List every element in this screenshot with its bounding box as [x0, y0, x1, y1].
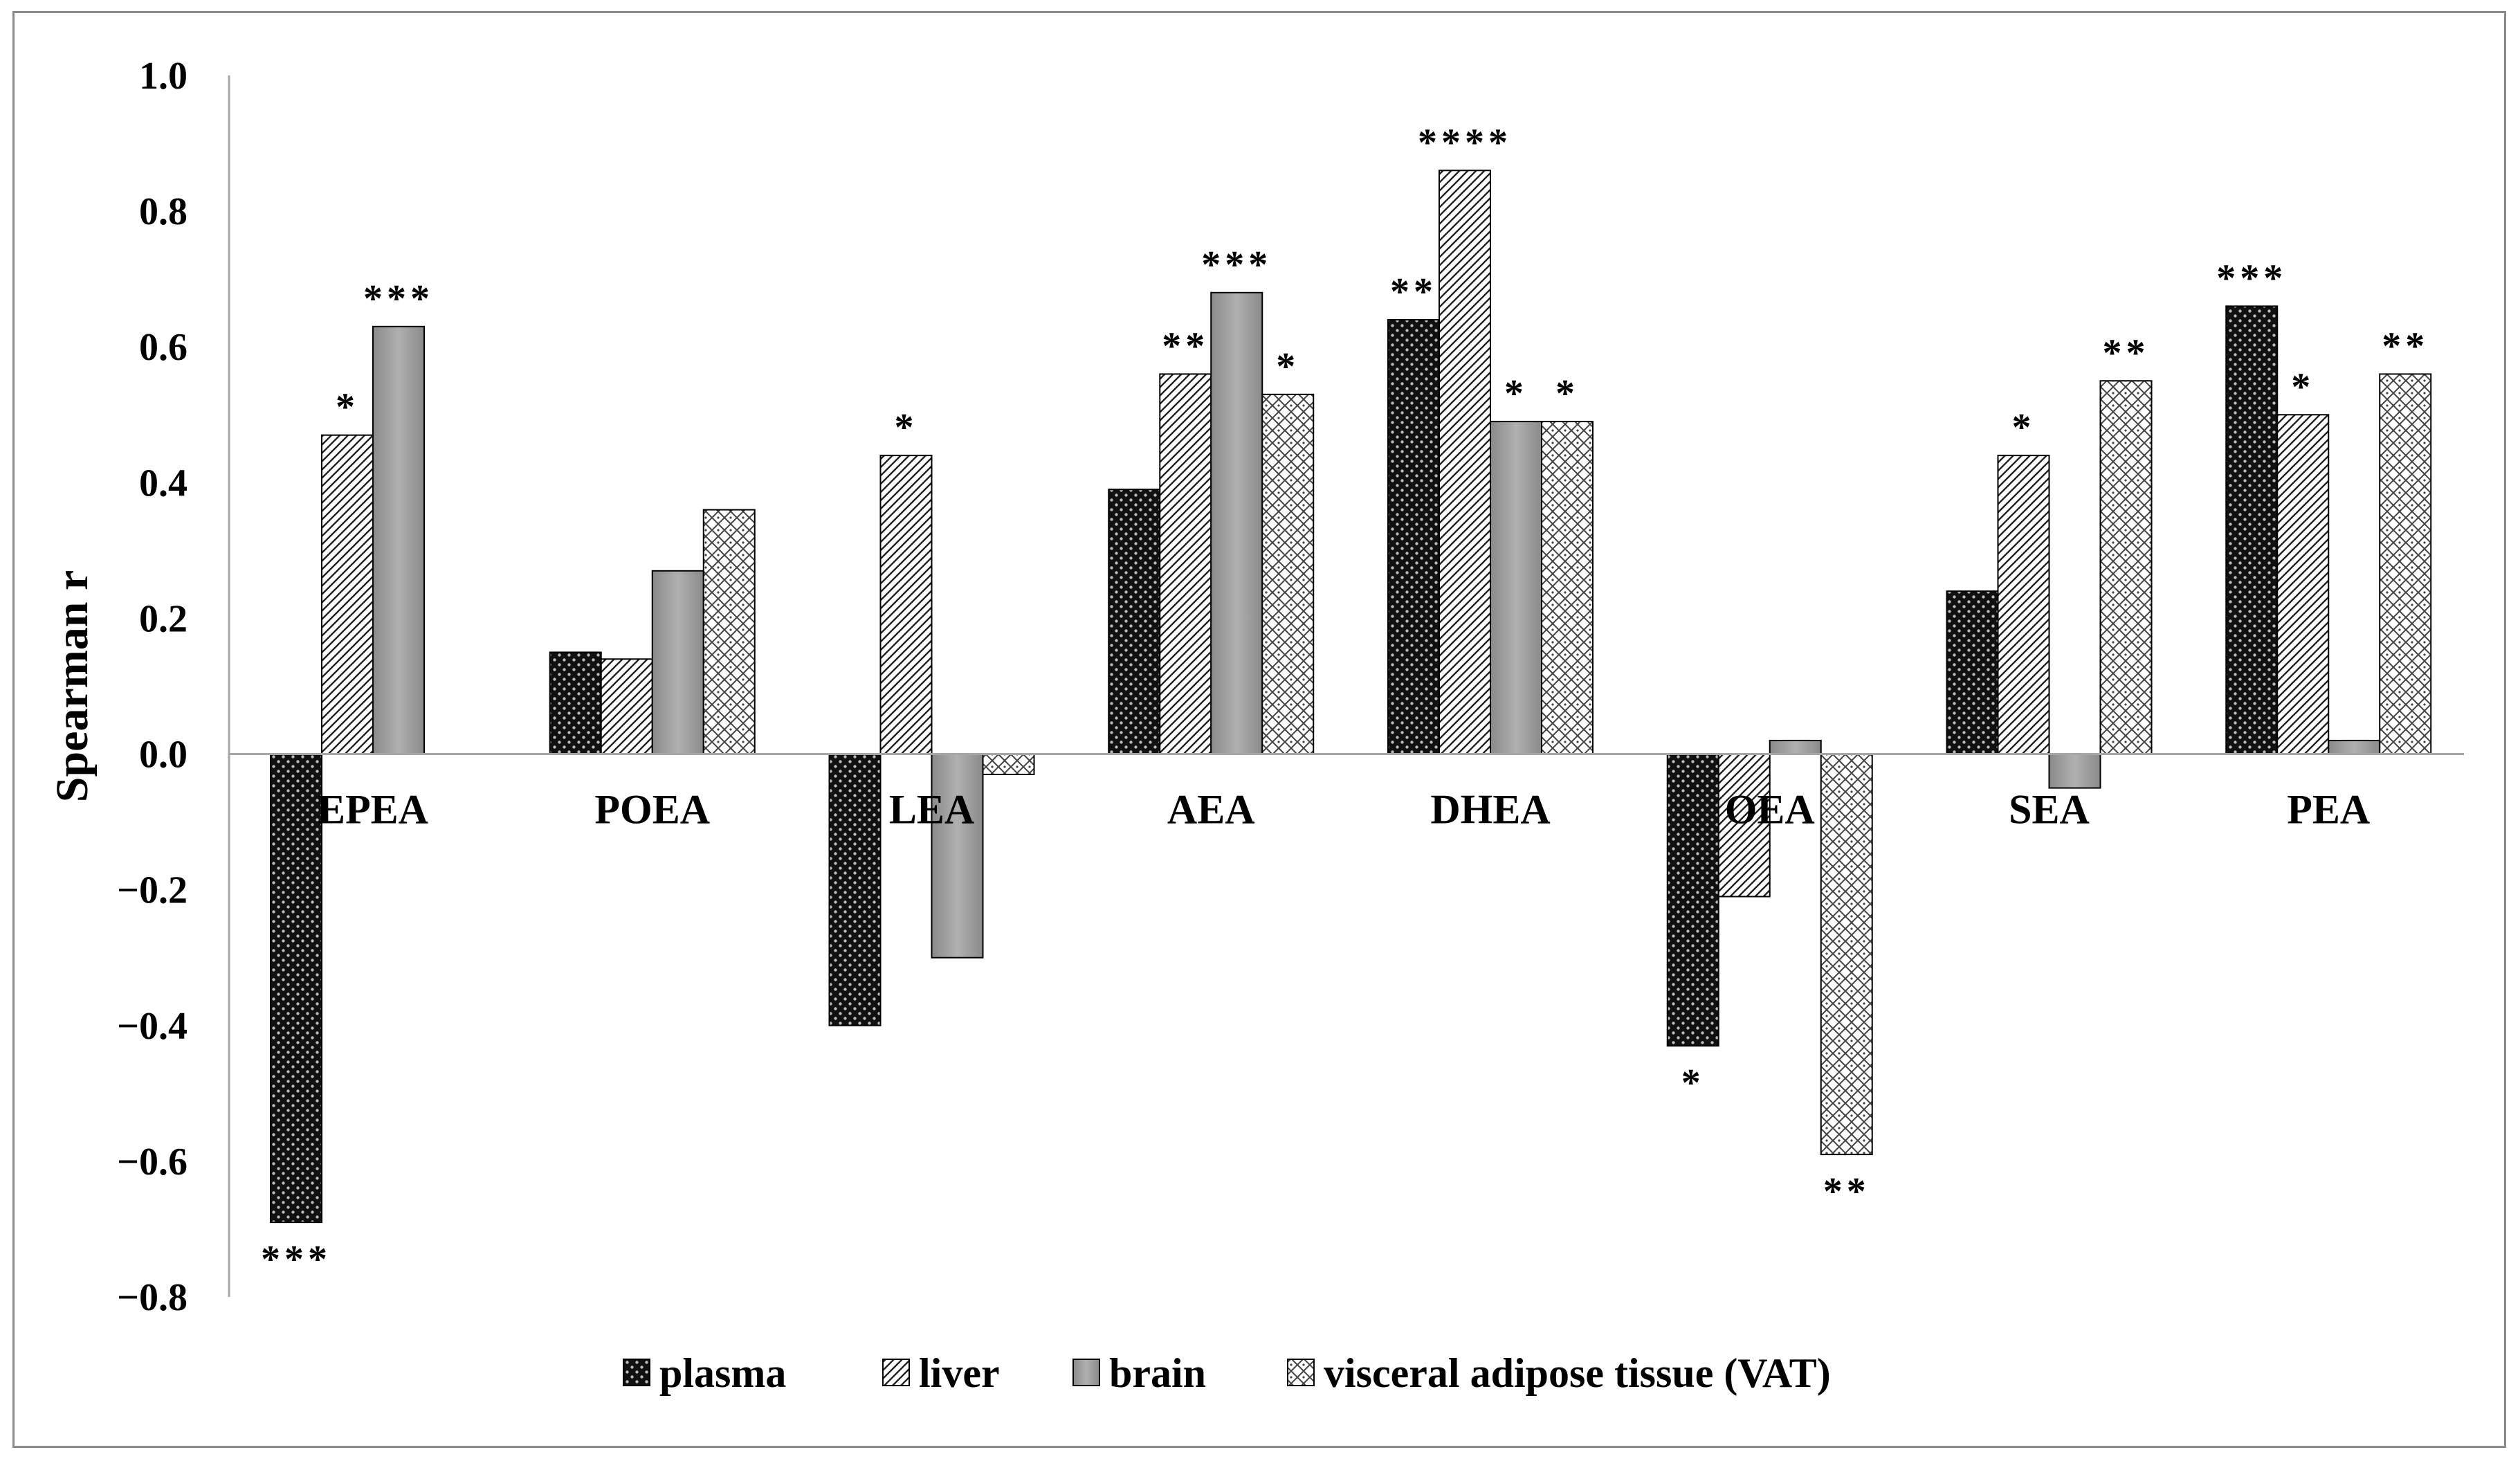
bar-visceral	[702, 509, 756, 755]
bar-plasma	[270, 753, 322, 1224]
significance-label: **	[1390, 271, 1437, 314]
bar-visceral	[2379, 373, 2432, 755]
bar-visceral	[1261, 393, 1315, 755]
y-tick-label: 0.4	[139, 462, 188, 505]
legend-swatch	[1287, 1359, 1315, 1386]
significance-label: ***	[261, 1238, 331, 1281]
category-label: PEA	[2287, 787, 2370, 833]
category-label: EPEA	[318, 787, 428, 833]
category-labels: EPEA POEA LEA AEA DHEA OEA SEA PEA	[318, 787, 2370, 833]
legend-label: liver	[919, 1350, 1000, 1396]
significance-label: ***	[1201, 244, 1272, 287]
significance-label: **	[2382, 325, 2429, 367]
legend-swatch	[623, 1359, 650, 1386]
bar-liver	[321, 434, 374, 755]
significance-label: **	[1823, 1170, 1870, 1213]
bar-plasma	[549, 651, 602, 755]
bar-brain	[1210, 291, 1263, 755]
category-label: SEA	[2009, 787, 2090, 833]
y-tick-label: −0.2	[117, 869, 188, 912]
significance-label: *	[2012, 406, 2036, 449]
bar-plasma	[1666, 753, 1719, 1047]
significance-label: ***	[363, 278, 434, 320]
bar-chart: 1.0 0.8 0.6 0.4 0.2 0.0 −0.2 −0.4 −0.6 −0.8 EPEA P…	[47, 55, 2464, 1396]
legend-label: plasma	[659, 1350, 786, 1396]
bar-plasma	[1946, 590, 1999, 755]
bar-plasma	[1387, 319, 1440, 755]
bar-liver	[2276, 414, 2330, 755]
bar-liver	[1997, 455, 2050, 755]
bar-brain	[931, 753, 984, 959]
bar-liver	[1159, 373, 1212, 755]
bar-liver	[1717, 753, 1771, 898]
bar-brain	[1769, 739, 1822, 755]
significance-label: *	[895, 406, 918, 449]
significance-label: **	[1162, 325, 1209, 367]
bar-visceral	[1820, 753, 1873, 1156]
category-label: DHEA	[1430, 787, 1550, 833]
significance-label: *	[1555, 372, 1579, 415]
y-axis-label: Spearman r	[47, 570, 98, 802]
bar-brain	[2328, 739, 2381, 755]
legend-label: brain	[1109, 1350, 1206, 1396]
bar-brain	[2048, 753, 2101, 789]
significance-label: ****	[1418, 121, 1512, 164]
category-label: AEA	[1167, 787, 1255, 833]
y-tick-label: −0.6	[117, 1141, 188, 1183]
category-label: POEA	[594, 787, 710, 833]
significance-label: **	[2103, 332, 2150, 374]
bar-brain	[372, 325, 425, 755]
bar-plasma	[1108, 489, 1161, 755]
significance-label: *	[1276, 345, 1299, 388]
y-tick-label: 0.6	[139, 326, 188, 369]
bar-visceral	[1541, 421, 1594, 755]
significance-label: ***	[2216, 257, 2287, 300]
bar-liver	[1439, 170, 1491, 755]
y-tick-label: −0.4	[117, 1005, 188, 1048]
bars	[270, 170, 2432, 1224]
significance-labels: ********** ********************** **	[261, 121, 2429, 1281]
bar-brain	[1490, 421, 1542, 755]
chart-frame: 1.0 0.8 0.6 0.4 0.2 0.0 −0.2 −0.4 −0.6 −0.8 EPEA P…	[12, 11, 2506, 1448]
bar-liver	[600, 658, 653, 755]
y-tick-label: 1.0	[139, 55, 188, 98]
bar-plasma	[828, 753, 882, 1026]
legend: plasma liver brain visceral adipose tissue …	[623, 1350, 1831, 1396]
significance-label: *	[1504, 372, 1528, 415]
legend-swatch	[1072, 1359, 1100, 1386]
bar-plasma	[2225, 305, 2279, 755]
significance-label: *	[1681, 1062, 1705, 1105]
y-tick-label: 0.0	[139, 734, 188, 777]
bar-visceral	[2099, 380, 2153, 755]
y-tick-label: 0.8	[139, 190, 188, 233]
bar-brain	[651, 570, 704, 755]
y-tick-labels: 1.0 0.8 0.6 0.4 0.2 0.0 −0.2 −0.4 −0.6 −0.8	[117, 55, 188, 1319]
legend-label: visceral adipose tissue (VAT)	[1324, 1350, 1831, 1396]
y-tick-label: 0.2	[139, 597, 188, 640]
category-label: LEA	[889, 787, 974, 833]
significance-label: *	[336, 386, 359, 429]
y-tick-label: −0.8	[117, 1276, 188, 1319]
significance-label: *	[2291, 365, 2314, 408]
category-label: OEA	[1725, 787, 1815, 833]
bar-liver	[879, 455, 933, 755]
legend-swatch	[882, 1359, 910, 1386]
bar-visceral	[982, 753, 1035, 775]
